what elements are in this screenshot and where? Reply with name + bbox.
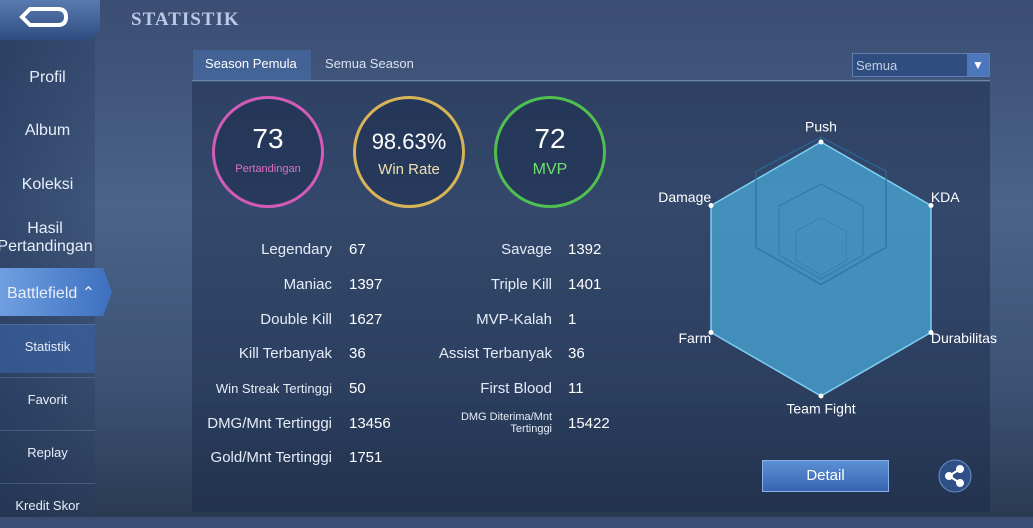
radar-ring: [795, 217, 847, 276]
tab-active-bg: [193, 50, 311, 80]
sub-item[interactable]: Statistik: [0, 324, 95, 373]
sub-item[interactable]: Kredit Skor: [0, 483, 95, 518]
sub-item[interactable]: Favorit: [0, 377, 95, 428]
stat-value: 15422: [568, 415, 610, 432]
summary-ring: 98.63% Win Rate: [353, 96, 465, 208]
stat-label: First Blood: [480, 380, 552, 397]
stat-label: Win Streak Tertinggi: [215, 381, 332, 396]
stat-label: Assist Terbanyak: [438, 345, 552, 362]
stat-value: 1401: [568, 276, 602, 293]
page: {"header":{"title":"STATISTIK"}, "sideba…: [0, 0, 1033, 517]
radar-ring: [755, 136, 887, 286]
sub-item[interactable]: Replay: [0, 430, 95, 481]
dropdown[interactable]: Semua ▼: [852, 53, 990, 77]
back-icon: [19, 7, 69, 27]
stat-label: MVP-Kalah: [476, 311, 552, 328]
summary-value: 72: [534, 123, 566, 154]
radar-point: [928, 203, 934, 208]
radar-axis-label: KDA: [931, 189, 960, 205]
summary-value: 98.63%: [371, 129, 447, 154]
nav-text: Battlefield: [7, 285, 78, 302]
nav-item[interactable]: Profil: [29, 69, 66, 86]
nav-item[interactable]: Hasil Pertandingan: [0, 220, 93, 255]
back-button[interactable]: [0, 0, 100, 40]
radar-point: [708, 330, 714, 335]
stat-value: 36: [349, 345, 366, 362]
stat-value: 50: [349, 380, 366, 397]
stat-label: Gold/Mnt Tertinggi: [210, 449, 332, 466]
radar-axis-label: Push: [805, 119, 837, 135]
stat-value: 1392: [568, 241, 602, 258]
stat-label: Kill Terbanyak: [238, 345, 332, 362]
stat-label: Legendary: [261, 241, 332, 258]
summary-label: MVP: [532, 161, 568, 178]
summary-value: 73: [252, 123, 284, 154]
tab[interactable]: Semua Season: [325, 56, 414, 71]
share-button[interactable]: [938, 459, 972, 493]
stat-value: 36: [568, 345, 585, 362]
radar-axis-label: Farm: [678, 330, 711, 346]
dropdown-text: Semua: [856, 58, 898, 73]
stat-label: Triple Kill: [490, 276, 552, 293]
radar-point: [708, 203, 714, 208]
radar-point: [818, 393, 824, 399]
stat-value: 1: [568, 311, 577, 328]
nav-item[interactable]: Koleksi: [21, 176, 74, 193]
stat-value: 67: [349, 241, 366, 258]
radar-grid: [755, 136, 887, 286]
radar-chart: Push KDA Durabilitas Team Fight Farm Damage: [658, 119, 997, 417]
summary-ring: 73 Pertandingan: [212, 96, 324, 208]
nav-item[interactable]: Album: [24, 122, 71, 139]
stat-value: 1627: [349, 311, 383, 328]
nav-item[interactable]: Battlefield ⌃: [7, 285, 96, 302]
stat-value: 1751: [349, 449, 383, 466]
summary-ring: 72 MVP: [494, 96, 606, 208]
page-title: STATISTIK: [131, 9, 240, 30]
summary-label: Win Rate: [378, 161, 440, 178]
radar-ring: [778, 183, 864, 280]
radar-point: [928, 330, 934, 335]
detail-button[interactable]: Detail: [762, 460, 889, 492]
radar-axis-label: Damage: [658, 189, 711, 205]
radar-point: [818, 139, 824, 145]
radar-axis-label: Durabilitas: [931, 330, 997, 346]
stat-value: 11: [568, 380, 584, 397]
stat-label: Double Kill: [260, 311, 332, 328]
radar-axis-label: Team Fight: [786, 401, 855, 417]
stat-label: Maniac: [283, 276, 332, 293]
stat-value: 13456: [349, 415, 391, 432]
tab-line: [192, 80, 990, 81]
radar-area: [710, 141, 932, 397]
dropdown-arrow: ▼: [967, 54, 989, 76]
sidebar: Profil Album Koleksi Hasil Pertandingan …: [0, 0, 112, 518]
summary-label: Pertandingan: [235, 163, 301, 175]
stat-value: 1397: [349, 276, 383, 293]
stat-label: DMG/Mnt Tertinggi: [207, 415, 332, 432]
stat-label: DMG Diterima/Mnt Tertinggi: [460, 411, 552, 435]
stat-label: Savage: [501, 241, 552, 258]
nav-selected[interactable]: [0, 268, 112, 316]
tab[interactable]: Season Pemula: [205, 56, 297, 71]
